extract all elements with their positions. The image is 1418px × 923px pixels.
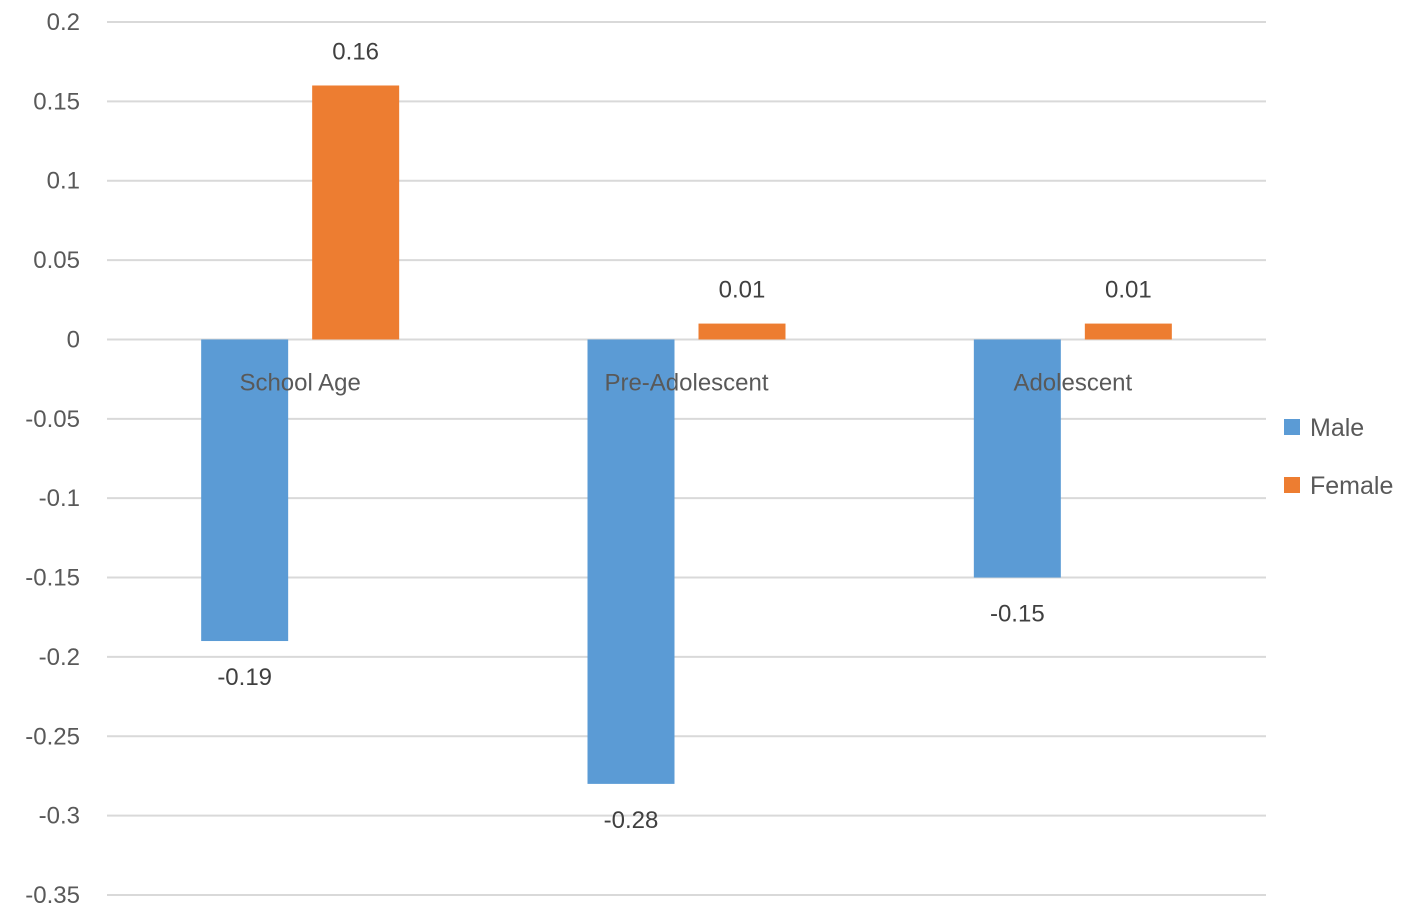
y-tick-label: 0.15 [33, 88, 80, 115]
data-label: -0.19 [217, 664, 272, 691]
y-tick-label: -0.05 [25, 406, 80, 433]
category-label: School Age [239, 369, 360, 396]
legend-swatch-female [1284, 477, 1300, 493]
legend-swatch-male [1284, 419, 1300, 435]
category-label: Pre-Adolescent [604, 369, 768, 396]
y-tick-label: -0.1 [39, 485, 80, 512]
y-tick-label: 0.2 [47, 9, 80, 36]
data-label: 0.01 [719, 277, 766, 304]
category-label: Adolescent [1013, 369, 1132, 396]
y-tick-label: -0.35 [25, 882, 80, 909]
bar-male [973, 339, 1061, 578]
data-label: -0.28 [604, 807, 659, 834]
data-label: 0.01 [1105, 277, 1152, 304]
bar-male [587, 339, 675, 784]
data-label: 0.16 [332, 38, 379, 65]
bar-female [312, 85, 400, 340]
data-label: -0.15 [990, 601, 1045, 628]
y-tick-label: -0.2 [39, 644, 80, 671]
bar-male [201, 339, 289, 642]
y-tick-label: -0.25 [25, 723, 80, 750]
bar-female [698, 323, 786, 340]
y-tick-label: 0 [67, 326, 80, 353]
y-tick-label: 0.1 [47, 168, 80, 195]
legend-label-female: Female [1310, 472, 1393, 500]
y-tick-label: -0.3 [39, 803, 80, 830]
legend-label-male: Male [1310, 414, 1364, 442]
y-tick-label: 0.05 [33, 247, 80, 274]
y-tick-label: -0.15 [25, 565, 80, 592]
bar-female [1084, 323, 1172, 340]
